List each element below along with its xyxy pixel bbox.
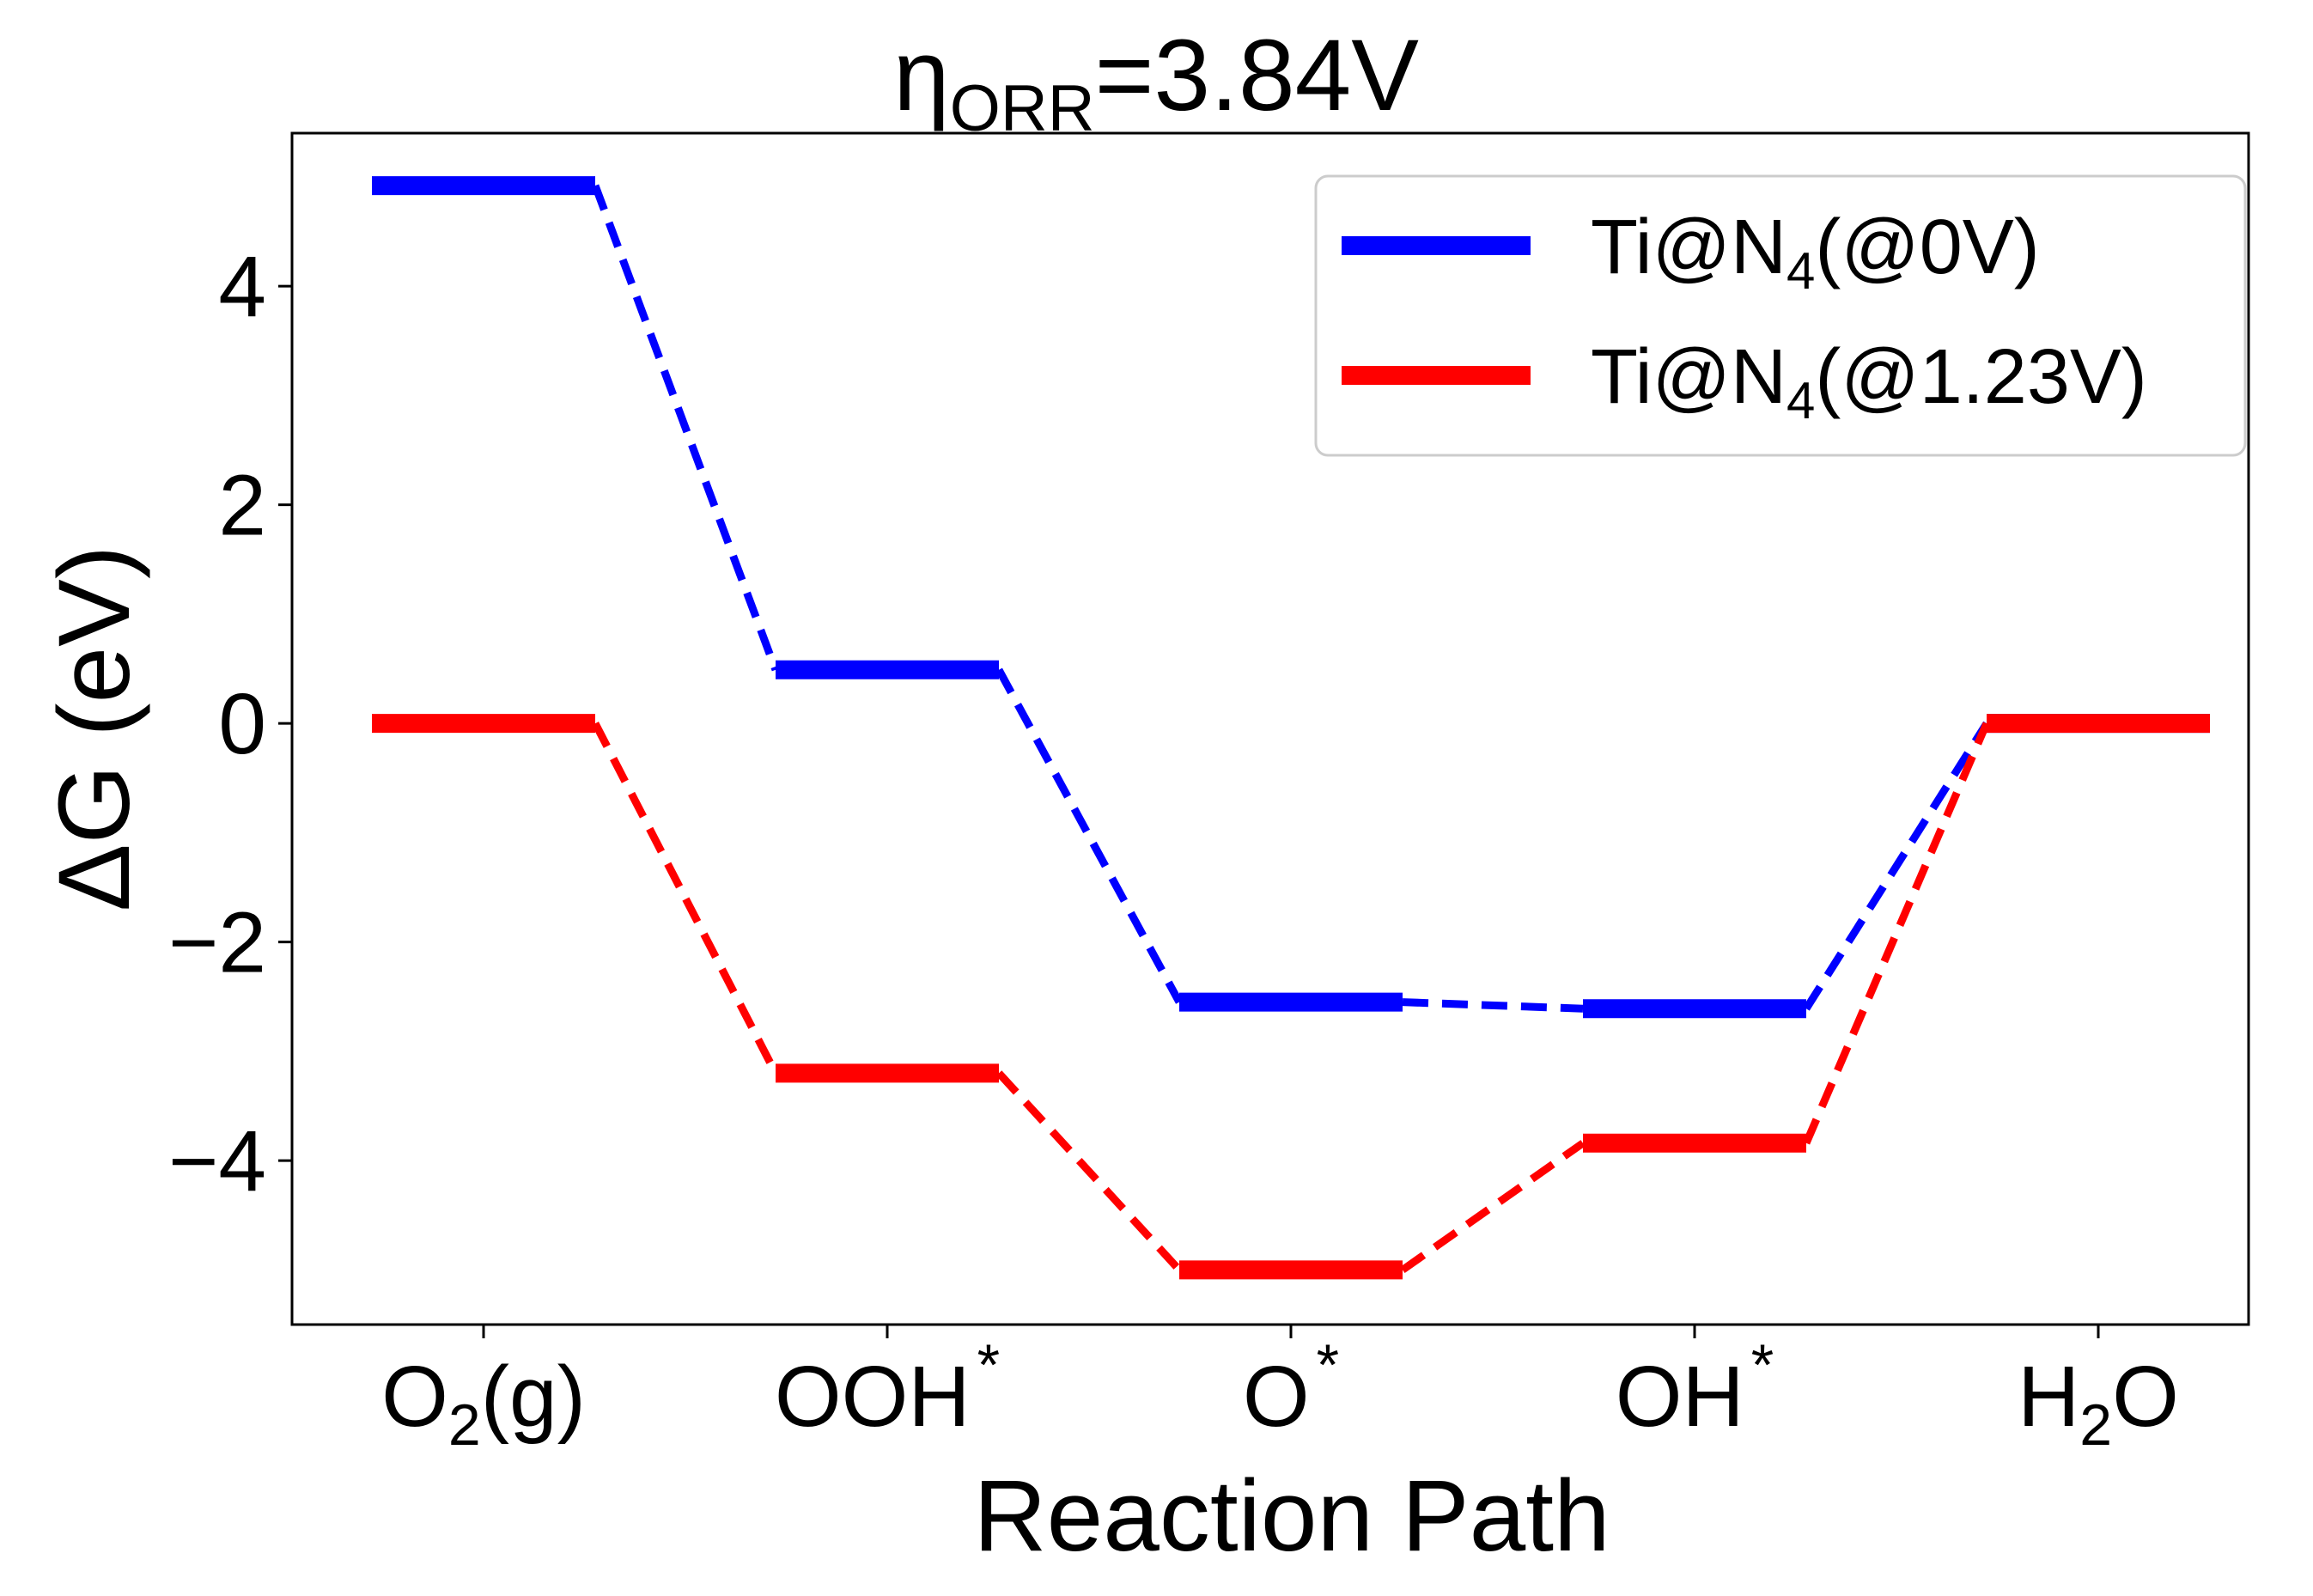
series-connectors — [591, 184, 1991, 1274]
title-main: η — [893, 19, 950, 132]
x-tick-label: OOH * — [775, 1332, 1000, 1445]
x-tick-label-main: O — [1243, 1349, 1310, 1445]
chart-title: ηORR=3.84V — [893, 19, 1419, 145]
y-axis-ticks: −4 −2 0 2 4 — [168, 239, 292, 1209]
y-tick-label: −2 — [168, 895, 266, 991]
connector-series-0 — [1402, 998, 1584, 1013]
x-tick-label-main: OOH — [775, 1349, 971, 1445]
legend-label-1-sub: 4 — [1786, 372, 1815, 429]
connector-series-1 — [1400, 1140, 1586, 1274]
connector-series-1 — [995, 1070, 1183, 1273]
x-tick-label: H2O — [2018, 1349, 2179, 1458]
x-tick-label-rest: (g) — [481, 1349, 586, 1445]
legend-label-0-sub: 4 — [1786, 242, 1815, 300]
x-tick-label: OH * — [1616, 1332, 1774, 1445]
x-tick-label-main: O — [381, 1349, 448, 1445]
x-axis-ticks: O2(g) OOH * O * OH * H2O — [381, 1325, 2179, 1458]
connector-series-0 — [591, 184, 780, 672]
legend-label-0-rest: (@0V) — [1815, 204, 2039, 290]
y-tick-label: −4 — [168, 1113, 266, 1209]
x-tick-label-sub: 2 — [448, 1392, 481, 1458]
x-tick-label: O2(g) — [381, 1349, 586, 1458]
x-tick-label-sub: 2 — [2079, 1392, 2112, 1458]
y-tick-label: 4 — [218, 239, 266, 335]
legend-label-1-main: Ti@N — [1591, 334, 1786, 420]
legend: Ti@N4(@0V) Ti@N4(@1.23V) — [1314, 174, 2247, 457]
connector-series-0 — [1803, 721, 1990, 1011]
legend-label-1: Ti@N4(@1.23V) — [1591, 334, 2147, 429]
connector-series-0 — [995, 667, 1183, 1004]
x-tick-label-sup: * — [977, 1332, 1000, 1398]
connector-series-1 — [592, 722, 779, 1075]
title-rest: =3.84V — [1095, 19, 1420, 132]
legend-label-1-rest: (@1.23V) — [1815, 334, 2147, 420]
legend-label-0: Ti@N4(@0V) — [1591, 204, 2040, 300]
y-axis-label: ΔG (eV) — [38, 545, 151, 911]
y-tick-label: 0 — [218, 676, 266, 772]
connector-series-1 — [1802, 722, 1991, 1145]
series-levels — [372, 176, 2210, 1280]
x-axis-label: Reaction Path — [973, 1459, 1610, 1573]
x-tick-label-main: H — [2018, 1349, 2079, 1445]
y-tick-label: 2 — [218, 458, 266, 554]
x-tick-label-rest: O — [2112, 1349, 2179, 1445]
plot-area-frame — [290, 131, 2250, 1326]
x-tick-label-sup: * — [1751, 1332, 1774, 1398]
legend-label-0-main: Ti@N — [1591, 204, 1786, 290]
x-tick-label: O * — [1243, 1332, 1339, 1445]
legend-box — [1314, 174, 2247, 457]
x-tick-label-main: OH — [1616, 1349, 1744, 1445]
x-tick-label-sup: * — [1317, 1332, 1339, 1398]
